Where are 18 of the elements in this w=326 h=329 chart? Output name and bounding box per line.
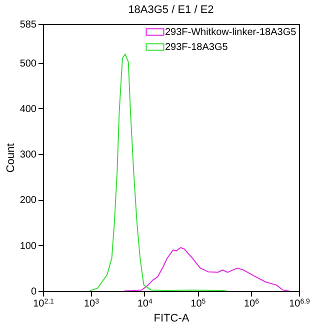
x-tick-label: 10$^{6}$ <box>244 298 260 310</box>
x-tick-label: 10$^{2.1}$ <box>33 298 54 310</box>
y-tick-label: 200 <box>20 195 37 206</box>
y-tick-label: 500 <box>20 58 37 70</box>
x-axis-title: FITC-A <box>154 312 190 324</box>
x-tick-label: 10$^{4}$ <box>137 298 152 310</box>
y-tick-label: 300 <box>20 150 37 161</box>
legend-label: 293F-18A3G5 <box>165 42 228 53</box>
x-tick-label: 10$^{6.9}$ <box>289 298 310 310</box>
chart-title: 18A3G5 / E1 / E2 <box>128 4 214 16</box>
y-tick-label: 585 <box>20 20 37 30</box>
y-tick-label: 100 <box>20 240 37 252</box>
x-tick-label: 10$^{3}$ <box>84 298 100 310</box>
y-tick-label: 400 <box>20 104 37 115</box>
legend-label: 293F-Whitkow-linker-18A3G5 <box>165 27 297 38</box>
y-axis-title: Count <box>4 143 17 173</box>
x-tick-label: 10$^{5}$ <box>190 298 206 310</box>
y-tick-label: 0 <box>30 286 37 298</box>
